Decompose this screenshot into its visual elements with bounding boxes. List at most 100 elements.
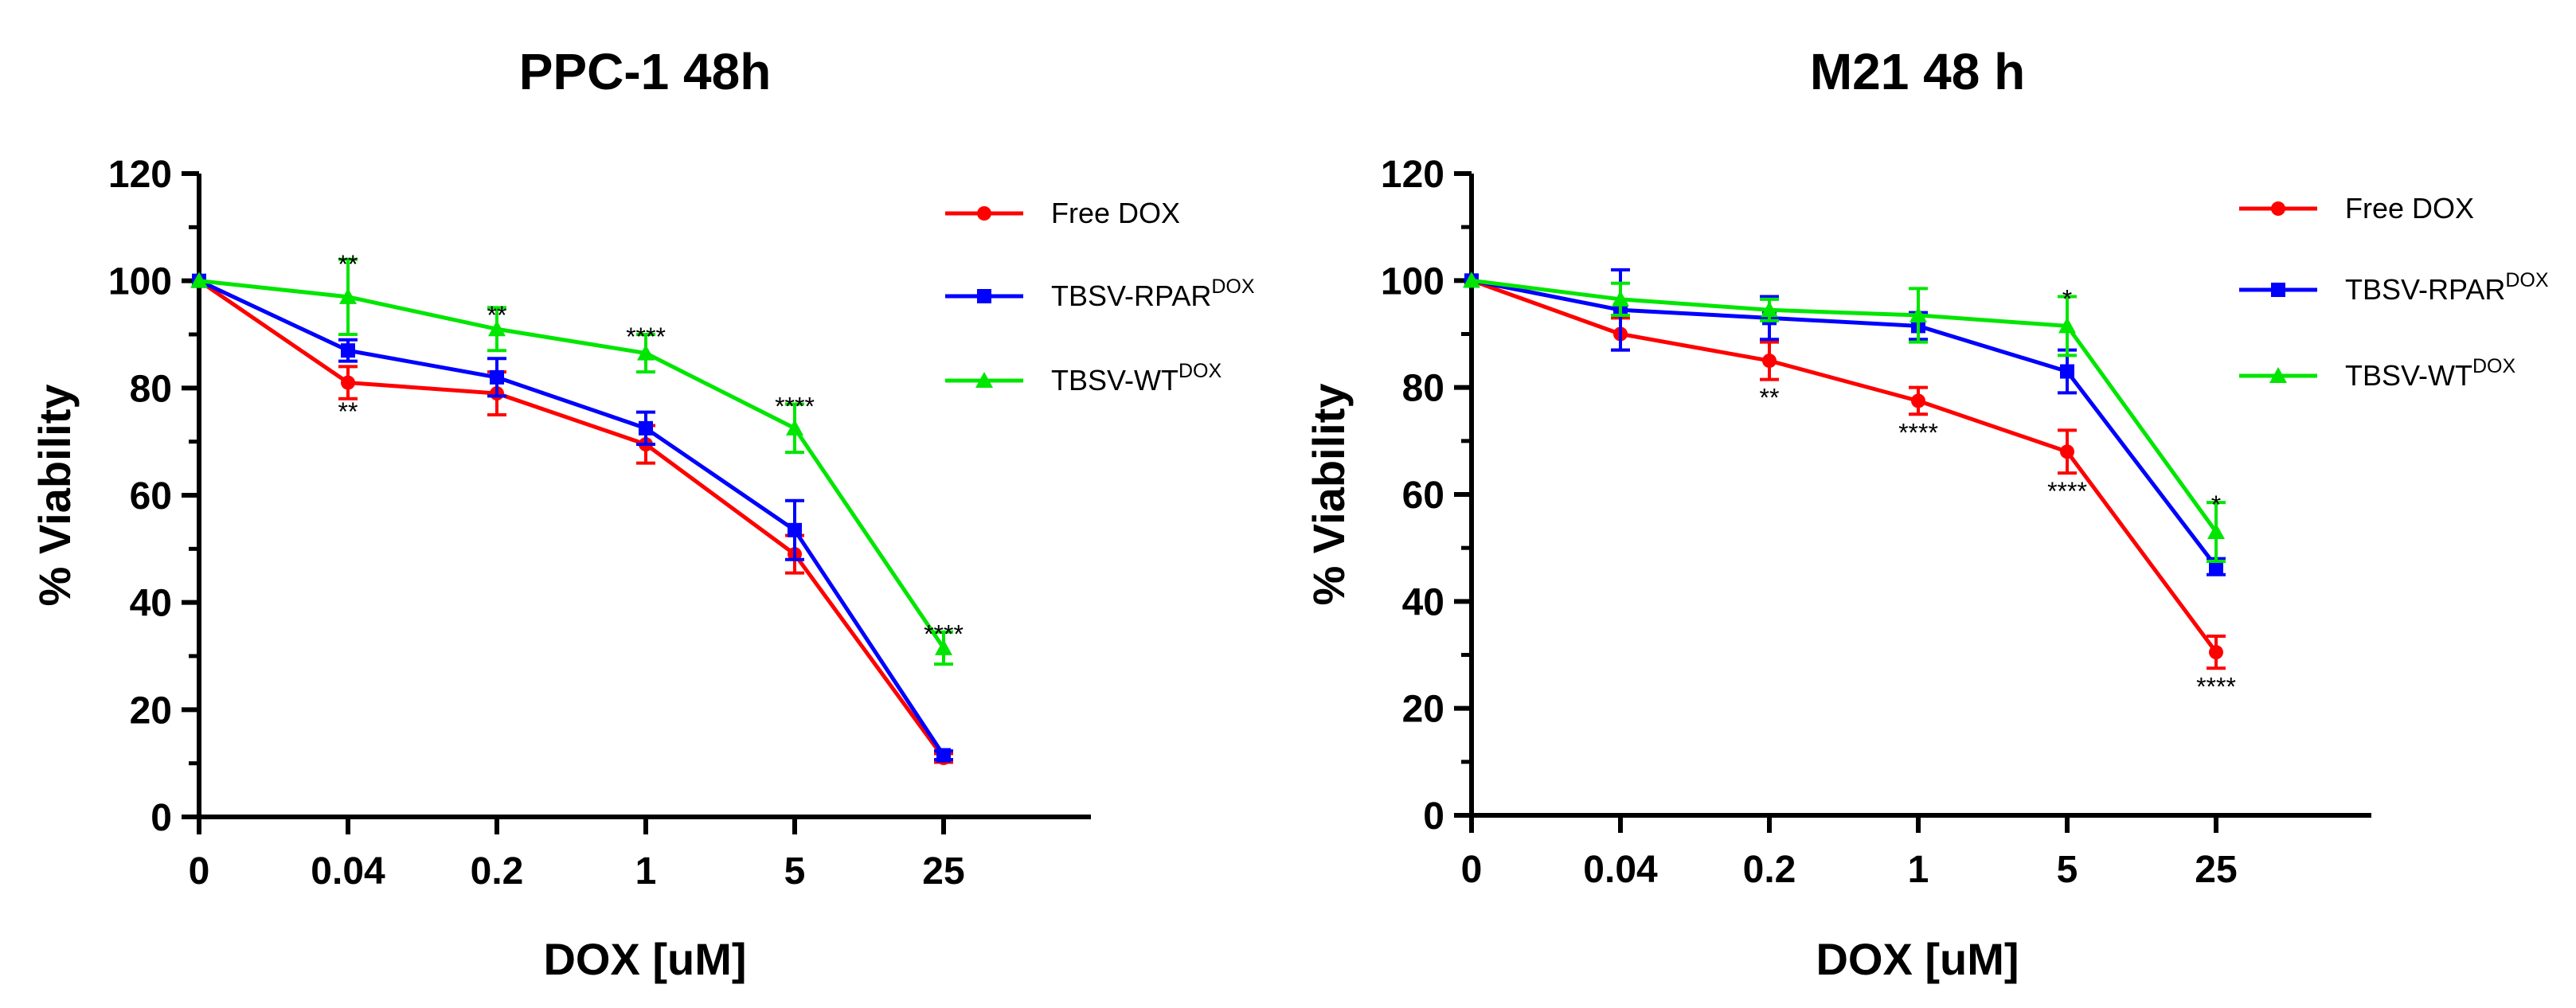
series-line bbox=[1471, 278, 2218, 654]
x-axis-label: DOX [uM] bbox=[1816, 934, 2019, 984]
series-line bbox=[1471, 278, 2218, 533]
legend-item: Free DOX bbox=[2239, 192, 2474, 225]
series-square bbox=[192, 273, 953, 763]
chart-1: PPC-1 48h 0 20 40 60 80 100 120 0 0.04 0.2 1 5 25 DOX … bbox=[29, 43, 1255, 984]
y-tick-label: 80 bbox=[1402, 368, 1444, 410]
legend-label: Free DOX bbox=[2345, 192, 2474, 225]
data-point bbox=[1761, 301, 1778, 318]
data-point bbox=[488, 320, 506, 337]
data-point bbox=[341, 375, 355, 390]
series-line bbox=[1471, 278, 2218, 568]
y-tick-label: 100 bbox=[108, 261, 172, 303]
significance-label: **** bbox=[2047, 477, 2087, 506]
y-axis-label: % Viability bbox=[29, 384, 80, 606]
legend-label: TBSV-RPARDOX bbox=[2345, 269, 2549, 306]
data-point bbox=[2060, 444, 2074, 459]
data-point bbox=[935, 639, 952, 655]
y-tick-label: 60 bbox=[1402, 475, 1444, 517]
data-point bbox=[190, 272, 208, 288]
data-point bbox=[2060, 364, 2074, 379]
data-point bbox=[637, 344, 655, 361]
significance-label: **** bbox=[626, 322, 666, 351]
significance-label: ** bbox=[338, 250, 358, 279]
y-tick-label: 100 bbox=[1381, 260, 1444, 303]
legend-label: TBSV-WTDOX bbox=[1051, 360, 1222, 397]
legend-item: TBSV-RPARDOX bbox=[2239, 269, 2549, 306]
x-tick-label: 0.04 bbox=[1583, 849, 1658, 891]
significance-label: * bbox=[2062, 284, 2072, 313]
significance-label: **** bbox=[1898, 418, 1938, 447]
significance-label: * bbox=[2211, 490, 2221, 519]
x-tick-label: 0 bbox=[189, 850, 210, 893]
x-axis-label: DOX [uM] bbox=[543, 934, 746, 984]
chart-2: M21 48 h 0 20 40 60 80 100 120 0 0.04 0.2 1 5 25 DOX [… bbox=[1304, 43, 2549, 984]
legend-item: Free DOX bbox=[945, 197, 1180, 229]
data-point bbox=[339, 287, 357, 304]
data-point bbox=[977, 289, 991, 303]
data-point bbox=[2209, 645, 2223, 660]
series-line bbox=[197, 279, 946, 760]
data-point bbox=[2058, 317, 2076, 334]
data-point bbox=[788, 522, 802, 537]
data-point bbox=[975, 372, 993, 388]
significance-label: **** bbox=[2196, 672, 2236, 701]
x-tick-label: 0.2 bbox=[471, 850, 524, 893]
y-tick-label: 0 bbox=[1423, 795, 1444, 838]
legend-label: Free DOX bbox=[1051, 197, 1180, 229]
series-triangle bbox=[1463, 272, 2226, 563]
series-line bbox=[197, 279, 946, 756]
x-tick-label: 5 bbox=[2057, 849, 2078, 891]
series-line bbox=[198, 279, 946, 650]
x-tick-label: 0.2 bbox=[1743, 849, 1796, 891]
y-tick-label: 20 bbox=[130, 690, 172, 732]
significance-label: **** bbox=[775, 393, 815, 421]
data-point bbox=[1762, 354, 1777, 369]
x-tick-label: 1 bbox=[1908, 849, 1929, 891]
y-tick-label: 120 bbox=[108, 154, 172, 196]
series-square bbox=[1464, 268, 2226, 576]
series-circle bbox=[1464, 273, 2226, 670]
y-tick-label: 40 bbox=[1402, 581, 1444, 623]
y-tick-label: 20 bbox=[1402, 689, 1444, 731]
x-tick-label: 0.04 bbox=[311, 850, 385, 893]
x-tick-label: 1 bbox=[635, 850, 657, 893]
y-tick-label: 60 bbox=[130, 475, 172, 518]
x-tick-label: 25 bbox=[922, 850, 964, 893]
significance-label: **** bbox=[924, 620, 964, 649]
significance-label: ** bbox=[487, 301, 507, 330]
significance-label: ** bbox=[338, 397, 358, 426]
data-point bbox=[341, 343, 355, 358]
data-point bbox=[639, 420, 653, 436]
data-point bbox=[1910, 306, 1927, 322]
y-tick-label: 80 bbox=[130, 368, 172, 410]
data-point bbox=[786, 419, 803, 436]
series-circle bbox=[192, 273, 953, 765]
data-point bbox=[2207, 523, 2225, 540]
legend-label: TBSV-RPARDOX bbox=[1051, 275, 1255, 312]
legend-item: TBSV-WTDOX bbox=[2239, 355, 2516, 392]
data-point bbox=[2209, 559, 2223, 574]
legend-item: TBSV-WTDOX bbox=[945, 360, 1222, 397]
x-tick-label: 25 bbox=[2195, 849, 2237, 891]
chart-title: PPC-1 48h bbox=[519, 43, 772, 100]
legend-item: TBSV-RPARDOX bbox=[945, 275, 1255, 312]
y-tick-label: 0 bbox=[150, 797, 172, 839]
data-point bbox=[1463, 272, 1480, 288]
x-tick-label: 0 bbox=[1461, 849, 1483, 891]
data-point bbox=[490, 369, 504, 385]
data-point bbox=[977, 206, 991, 221]
data-point bbox=[2271, 201, 2285, 216]
legend-label: TBSV-WTDOX bbox=[2345, 355, 2516, 392]
data-point bbox=[1612, 290, 1629, 307]
y-axis-label: % Viability bbox=[1304, 383, 1354, 605]
data-point bbox=[2271, 283, 2285, 297]
data-point bbox=[2269, 367, 2287, 383]
series-triangle bbox=[190, 257, 953, 666]
x-tick-label: 5 bbox=[784, 850, 806, 893]
data-point bbox=[936, 748, 951, 763]
y-tick-label: 120 bbox=[1381, 154, 1444, 196]
y-tick-label: 40 bbox=[130, 583, 172, 625]
data-point bbox=[1911, 393, 1925, 408]
chart-title: M21 48 h bbox=[1810, 43, 2025, 100]
